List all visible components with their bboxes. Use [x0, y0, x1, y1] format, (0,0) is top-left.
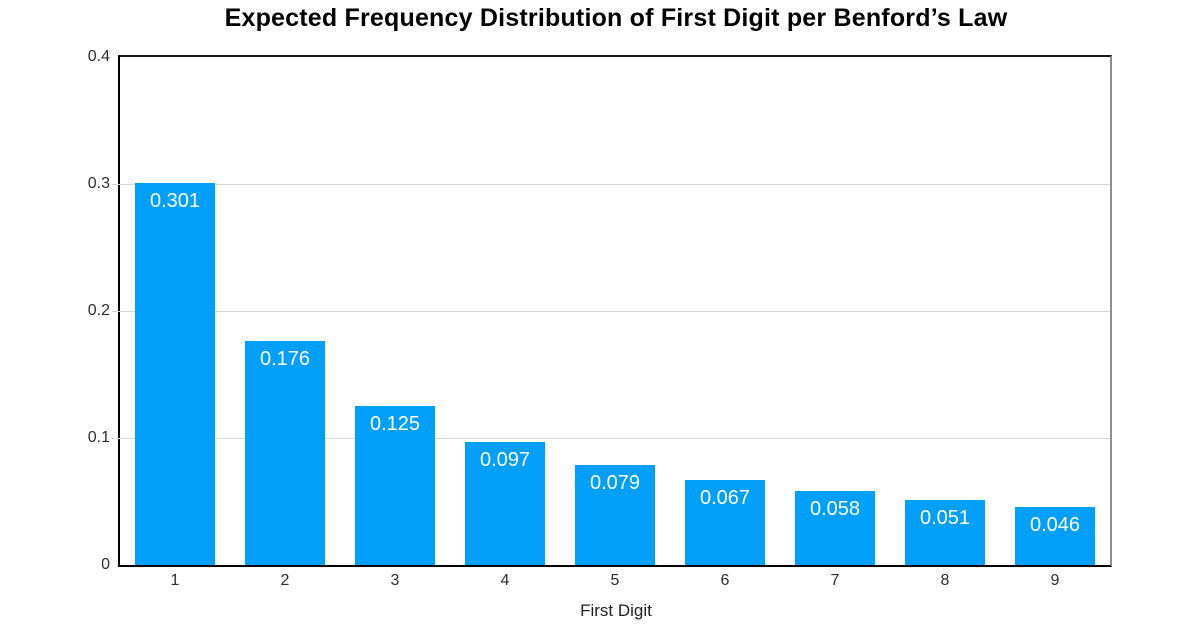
bar-value-label: 0.051: [919, 507, 971, 530]
bar-value-label: 0.125: [369, 413, 421, 436]
bar-value-label: 0.046: [1029, 513, 1081, 536]
bar-digit-4: 0.097: [465, 441, 545, 565]
bar-digit-3: 0.125: [355, 406, 435, 565]
x-tick-label: 6: [720, 572, 730, 589]
bar-digit-2: 0.176: [245, 341, 325, 565]
bar-value-label: 0.067: [699, 486, 751, 509]
x-tick-label: 8: [940, 572, 950, 589]
bar-value-label: 0.301: [149, 189, 201, 212]
bar-digit-9: 0.046: [1015, 506, 1095, 565]
bar-digit-5: 0.079: [575, 464, 655, 565]
bar-value-label: 0.176: [259, 348, 311, 371]
bar-digit-6: 0.067: [685, 479, 765, 565]
x-tick-label: 2: [280, 572, 290, 589]
bar-digit-8: 0.051: [905, 500, 985, 565]
bar-digit-1: 0.301: [135, 182, 215, 565]
bar-value-label: 0.079: [589, 471, 641, 494]
y-tick-label: 0.4: [87, 48, 110, 65]
bar-value-label: 0.058: [809, 498, 861, 521]
y-tick-label: 0.2: [87, 302, 110, 319]
x-tick-label: 5: [610, 572, 620, 589]
x-tick-label: 3: [390, 572, 400, 589]
x-tick-label: 1: [170, 572, 180, 589]
gridline: [112, 184, 1110, 185]
y-tick-label: 0: [101, 556, 110, 573]
y-tick-label: 0.1: [87, 429, 110, 446]
gridline: [112, 311, 1110, 312]
x-tick-label: 9: [1050, 572, 1060, 589]
plot-area: 0.301 0.176 0.125 0.097 0.079 0.067 0.058 0.051…: [112, 55, 1112, 567]
bar-digit-7: 0.058: [795, 491, 875, 565]
x-tick-label: 4: [500, 572, 510, 589]
bar-value-label: 0.097: [479, 448, 531, 471]
gridline: [112, 438, 1110, 439]
chart-title: Expected Frequency Distribution of First…: [224, 4, 1008, 32]
x-tick-label: 7: [830, 572, 840, 589]
x-axis-title: First Digit: [580, 601, 652, 620]
y-tick-label: 0.3: [87, 175, 110, 192]
